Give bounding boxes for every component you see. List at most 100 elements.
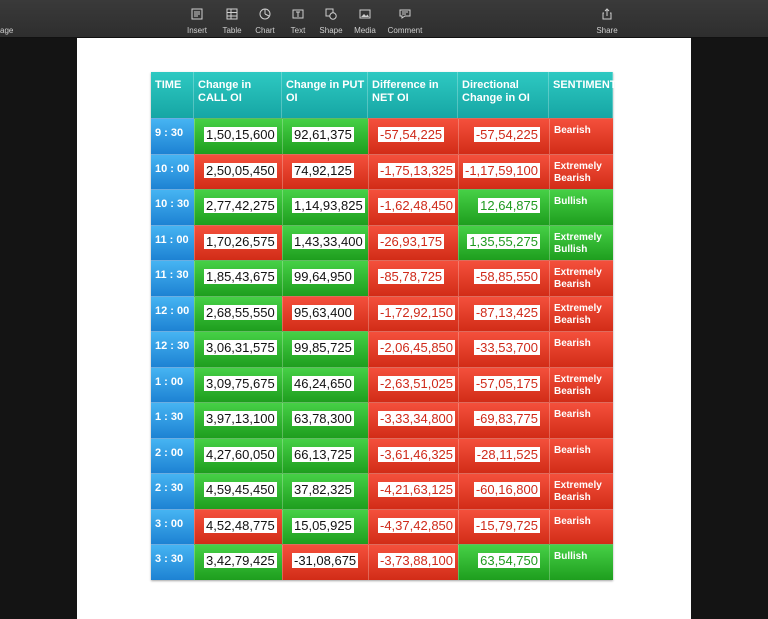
call-oi-value: 4,52,48,775 [204, 517, 277, 533]
toolbar: age Insert Table Chart Text Shape Media … [0, 0, 768, 38]
left-panel [0, 38, 77, 619]
put-oi-cell[interactable]: -31,08,675 [282, 544, 368, 580]
net-oi-cell[interactable]: -1,62,48,450 [368, 189, 458, 225]
directional-oi-value: -69,83,775 [473, 411, 540, 426]
net-oi-cell[interactable]: -26,93,175 [368, 224, 458, 260]
directional-oi-cell[interactable]: -33,53,700 [458, 331, 549, 367]
time-cell: 2 : 30 [151, 473, 194, 509]
put-oi-cell[interactable]: 92,61,375 [282, 118, 368, 154]
net-oi-cell[interactable]: -85,78,725 [368, 260, 458, 296]
sentiment-cell: Bearish [549, 508, 613, 544]
right-panel [691, 38, 768, 619]
net-oi-cell[interactable]: -57,54,225 [368, 118, 458, 154]
call-oi-value: 3,06,31,575 [204, 340, 277, 355]
time-cell: 1 : 00 [151, 366, 194, 402]
directional-oi-cell[interactable]: 1,35,55,275 [458, 224, 549, 260]
sentiment-cell: Extremely Bearish [549, 260, 613, 296]
net-oi-value: -85,78,725 [378, 269, 445, 284]
put-oi-value: 95,63,400 [292, 304, 354, 320]
call-oi-cell[interactable]: 3,42,79,425 [194, 544, 282, 580]
net-oi-cell[interactable]: -3,33,34,800 [368, 402, 458, 438]
directional-oi-cell[interactable]: 63,54,750 [458, 544, 549, 580]
call-oi-cell[interactable]: 3,09,75,675 [194, 366, 282, 402]
put-oi-cell[interactable]: 37,82,325 [282, 473, 368, 509]
time-cell: 2 : 00 [151, 437, 194, 473]
comment-label: Comment [387, 26, 423, 35]
time-cell: 12 : 00 [151, 295, 194, 331]
net-oi-value: -3,73,88,100 [378, 553, 456, 568]
call-oi-cell[interactable]: 2,50,05,450 [194, 153, 282, 189]
put-oi-cell[interactable]: 66,13,725 [282, 437, 368, 473]
put-oi-value: 92,61,375 [292, 127, 354, 142]
directional-oi-cell[interactable]: -57,54,225 [458, 118, 549, 154]
share-button[interactable]: Share [585, 2, 629, 35]
put-oi-cell[interactable]: 15,05,925 [282, 508, 368, 544]
put-oi-cell[interactable]: 63,78,300 [282, 402, 368, 438]
put-oi-cell[interactable]: 99,85,725 [282, 331, 368, 367]
chart-button[interactable]: Chart [243, 2, 287, 35]
call-oi-value: 1,50,15,600 [204, 127, 277, 142]
directional-oi-cell[interactable]: -57,05,175 [458, 366, 549, 402]
sentiment-cell: Bearish [549, 118, 613, 154]
call-oi-cell[interactable]: 4,27,60,050 [194, 437, 282, 473]
directional-oi-cell[interactable]: -69,83,775 [458, 402, 549, 438]
chart-label: Chart [255, 26, 275, 35]
directional-oi-cell[interactable]: 12,64,875 [458, 189, 549, 225]
shape-button[interactable]: Shape [309, 2, 353, 35]
directional-oi-cell[interactable]: -60,16,800 [458, 473, 549, 509]
time-cell: 11 : 00 [151, 224, 194, 260]
time-cell: 12 : 30 [151, 331, 194, 367]
call-oi-cell[interactable]: 4,59,45,450 [194, 473, 282, 509]
directional-oi-cell[interactable]: -87,13,425 [458, 295, 549, 331]
call-oi-cell[interactable]: 1,70,26,575 [194, 224, 282, 260]
call-oi-value: 3,42,79,425 [204, 553, 277, 568]
shape-label: Shape [319, 26, 343, 35]
directional-oi-value: -33,53,700 [473, 340, 540, 355]
put-oi-cell[interactable]: 46,24,650 [282, 366, 368, 402]
media-label: Media [354, 26, 376, 35]
net-oi-cell[interactable]: -3,61,46,325 [368, 437, 458, 473]
directional-oi-value: -58,85,550 [473, 269, 540, 284]
share-icon [602, 8, 612, 20]
oi-table[interactable]: TIME Change in CALL OI Change in PUT OI … [151, 72, 617, 580]
directional-oi-cell[interactable]: -28,11,525 [458, 437, 549, 473]
table-button[interactable]: Table [210, 2, 254, 35]
put-oi-cell[interactable]: 74,92,125 [282, 153, 368, 189]
directional-oi-cell[interactable]: -15,79,725 [458, 508, 549, 544]
net-oi-cell[interactable]: -1,72,92,150 [368, 295, 458, 331]
call-oi-cell[interactable]: 4,52,48,775 [194, 508, 282, 544]
call-oi-cell[interactable]: 2,68,55,550 [194, 295, 282, 331]
comment-button[interactable]: Comment [383, 2, 427, 35]
call-oi-cell[interactable]: 1,50,15,600 [194, 118, 282, 154]
directional-oi-cell[interactable]: -58,85,550 [458, 260, 549, 296]
call-oi-cell[interactable]: 3,97,13,100 [194, 402, 282, 438]
sidebar-toggle[interactable]: age [0, 2, 20, 35]
net-oi-cell[interactable]: -2,06,45,850 [368, 331, 458, 367]
directional-oi-value: -60,16,800 [473, 482, 540, 497]
net-oi-cell[interactable]: -2,63,51,025 [368, 366, 458, 402]
put-oi-cell[interactable]: 1,14,93,825 [282, 189, 368, 225]
directional-oi-value: -87,13,425 [473, 304, 540, 320]
call-oi-value: 2,68,55,550 [204, 304, 277, 320]
directional-oi-cell[interactable]: -1,17,59,100 [458, 153, 549, 189]
net-oi-cell[interactable]: -3,73,88,100 [368, 544, 458, 580]
net-oi-cell[interactable]: -4,21,63,125 [368, 473, 458, 509]
net-oi-cell[interactable]: -1,75,13,325 [368, 153, 458, 189]
call-oi-cell[interactable]: 1,85,43,675 [194, 260, 282, 296]
put-oi-value: 37,82,325 [292, 482, 354, 497]
text-icon [292, 9, 304, 19]
put-oi-cell[interactable]: 99,64,950 [282, 260, 368, 296]
put-oi-cell[interactable]: 1,43,33,400 [282, 224, 368, 260]
sentiment-cell: Extremely Bullish [549, 224, 613, 260]
call-oi-cell[interactable]: 3,06,31,575 [194, 331, 282, 367]
header-net-oi: Difference in NET OI [368, 72, 458, 118]
media-button[interactable]: Media [343, 2, 387, 35]
put-oi-cell[interactable]: 95,63,400 [282, 295, 368, 331]
net-oi-cell[interactable]: -4,37,42,850 [368, 508, 458, 544]
put-oi-value: 99,64,950 [292, 269, 354, 284]
time-cell: 11 : 30 [151, 260, 194, 296]
text-button[interactable]: Text [276, 2, 320, 35]
insert-icon [191, 8, 203, 20]
insert-button[interactable]: Insert [175, 2, 219, 35]
call-oi-cell[interactable]: 2,77,42,275 [194, 189, 282, 225]
